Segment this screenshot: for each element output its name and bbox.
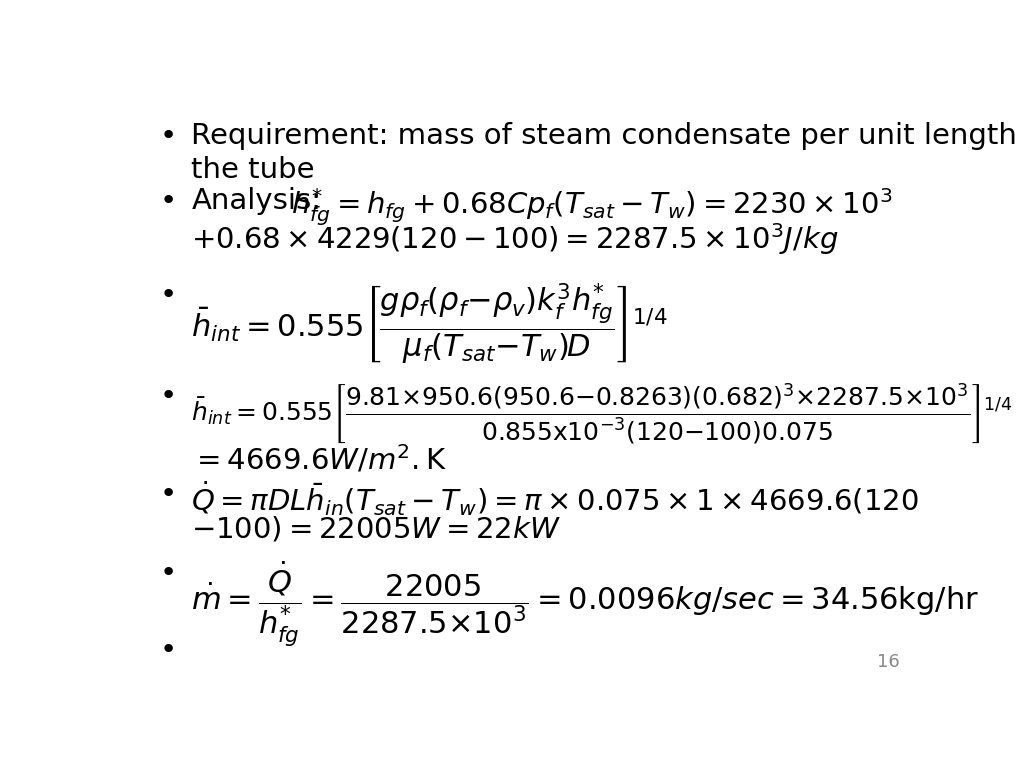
Text: $\dot{m} = \dfrac{\dot{Q}}{h_{fg}^{*}} = \dfrac{22005}{2287.5{\times}10^3} = 0.0: $\dot{m} = \dfrac{\dot{Q}}{h_{fg}^{*}} =… xyxy=(191,559,980,648)
Text: $\bar{h}_{int} = 0.555 \left[\dfrac{g\rho_{f}(\rho_{f}{-}\rho_{v})k_{f}^{3}h_{fg: $\bar{h}_{int} = 0.555 \left[\dfrac{g\rh… xyxy=(191,281,668,366)
Text: the tube: the tube xyxy=(191,156,315,184)
Text: •: • xyxy=(160,187,177,215)
Text: •: • xyxy=(160,382,177,410)
Text: $= 4669.6W/m^2\mathrm{.K}$: $= 4669.6W/m^2\mathrm{.K}$ xyxy=(191,444,447,476)
Text: •: • xyxy=(160,281,177,310)
Text: Requirement: mass of steam condensate per unit length of: Requirement: mass of steam condensate pe… xyxy=(191,121,1024,150)
Text: •: • xyxy=(160,636,177,664)
Text: •: • xyxy=(160,121,177,150)
Text: •: • xyxy=(160,479,177,508)
Text: •: • xyxy=(160,559,177,588)
Text: $h_{fg}^{*} = h_{fg} + 0.68Cp_{f}(T_{sat} - T_{w}) = 2230 \times 10^3$: $h_{fg}^{*} = h_{fg} + 0.68Cp_{f}(T_{sat… xyxy=(291,187,892,228)
Text: 16: 16 xyxy=(877,653,899,670)
Text: $- 100) = 22005W = 22kW$: $- 100) = 22005W = 22kW$ xyxy=(191,515,561,544)
Text: $\bar{h}_{int} = 0.555 \left[\dfrac{9.81{\times}950.6(950.6{-}0.8263)(0.682)^3{\: $\bar{h}_{int} = 0.555 \left[\dfrac{9.81… xyxy=(191,382,1014,446)
Text: Analysis:: Analysis: xyxy=(191,187,322,215)
Text: $\dot{Q} = \pi DL\bar{h}_{in}(T_{sat} - T_{w}) = \pi \times 0.075 \times 1 \time: $\dot{Q} = \pi DL\bar{h}_{in}(T_{sat} - … xyxy=(191,479,920,518)
Text: $+ 0.68 \times 4229(120 - 100) = 2287.5 \times 10^3 J/kg$: $+ 0.68 \times 4229(120 - 100) = 2287.5 … xyxy=(191,221,839,257)
